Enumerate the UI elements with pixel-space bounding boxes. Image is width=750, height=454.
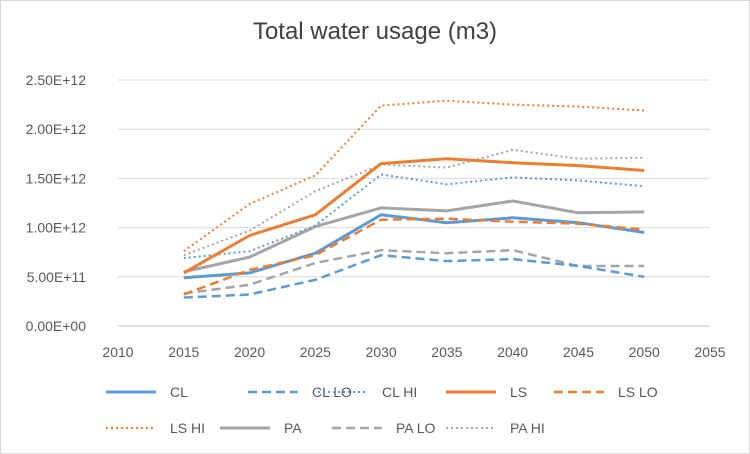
x-tick-label: 2035: [431, 344, 462, 360]
series-line-pa-hi: [183, 148, 645, 257]
y-tick-label: 1.00E+12: [26, 220, 87, 236]
series-line-ls-hi: [183, 99, 645, 253]
x-tick-label: 2050: [629, 344, 660, 360]
x-tick-label: 2020: [234, 344, 265, 360]
x-tick-label: 2030: [366, 344, 397, 360]
series-line-pa-lo: [183, 248, 645, 295]
x-tick-label: 2015: [168, 344, 199, 360]
x-tick-label: 2045: [563, 344, 594, 360]
series-lines: [183, 99, 645, 299]
series-line-pa: [183, 199, 645, 274]
x-tick-label: 2040: [497, 344, 528, 360]
series-line-cl-lo: [183, 253, 645, 299]
y-tick-label: 2.00E+12: [26, 121, 87, 137]
x-tick-label: 2010: [102, 344, 133, 360]
series-line-cl-hi: [183, 173, 645, 260]
y-tick-label: 1.50E+12: [26, 170, 87, 186]
gridlines: [118, 79, 710, 327]
y-tick-label: 5.00E+11: [27, 269, 87, 285]
y-axis-ticks: 0.00E+00 5.00E+11 1.00E+12 1.50E+12 2.00E+12…: [26, 72, 87, 334]
x-axis-ticks: 2010 2015 2020 2025 2030 2035 2040 2045 2050 2055: [102, 344, 725, 360]
x-tick-label: 2025: [300, 344, 331, 360]
y-tick-label: 0.00E+00: [26, 318, 87, 334]
x-tick-label: 2055: [694, 344, 725, 360]
series-line-ls-lo: [183, 217, 645, 296]
y-tick-label: 2.50E+12: [26, 72, 87, 88]
chart-title: Total water usage (m3): [252, 18, 498, 45]
series-line-ls: [183, 157, 645, 275]
